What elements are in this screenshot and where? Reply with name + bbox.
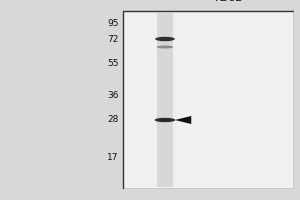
Bar [0, 0, 123, 200]
Text: 72: 72 [107, 34, 118, 44]
Text: K562: K562 [215, 0, 244, 3]
Text: 55: 55 [107, 60, 118, 68]
Ellipse shape [155, 37, 175, 41]
Bar [123, 189, 294, 200]
Polygon shape [175, 116, 191, 124]
Bar [123, 11, 294, 189]
Bar [157, 13, 173, 187]
Text: 28: 28 [107, 116, 118, 124]
Text: 17: 17 [107, 154, 118, 162]
Text: 95: 95 [107, 19, 118, 27]
Ellipse shape [155, 118, 175, 122]
Ellipse shape [157, 46, 173, 48]
Text: 36: 36 [107, 90, 118, 99]
Bar [294, 0, 300, 200]
